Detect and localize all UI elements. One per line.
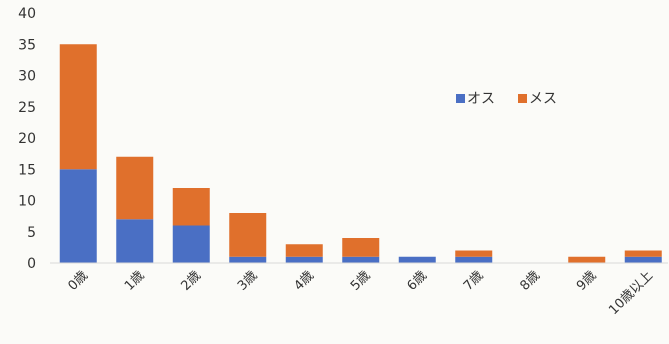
- bar-segment: [398, 256, 436, 263]
- bar-segment: [285, 244, 323, 257]
- x-tick-label: 4歳: [291, 268, 317, 294]
- bar-segment: [172, 225, 210, 263]
- x-tick-label: 5歳: [348, 268, 374, 294]
- bar-segment: [172, 188, 210, 226]
- x-tick-label: 6歳: [404, 268, 430, 294]
- x-tick-label: 9歳: [574, 268, 600, 294]
- x-tick-label: 3歳: [235, 268, 261, 294]
- bar-segment: [229, 213, 267, 257]
- y-tick-label: 15: [18, 162, 36, 178]
- y-axis-ticks: 0 5 10 15 20 25 30 35 40: [18, 6, 36, 272]
- bar-segment: [285, 256, 323, 263]
- x-tick-label: 1歳: [122, 268, 148, 294]
- legend-swatch: [456, 94, 465, 103]
- bar-segment: [116, 156, 154, 220]
- legend: オス メス: [456, 91, 557, 107]
- x-tick-label: 0歳: [65, 268, 91, 294]
- y-tick-label: 0: [27, 256, 36, 272]
- bar-segment: [59, 44, 97, 170]
- bar-segment: [455, 250, 493, 257]
- bar-segment: [568, 256, 606, 263]
- bar-segment: [455, 256, 493, 263]
- x-tick-label: 2歳: [178, 268, 204, 294]
- y-tick-label: 20: [18, 131, 36, 147]
- y-tick-label: 35: [18, 37, 36, 53]
- y-tick-label: 25: [18, 100, 36, 116]
- bars-group: [59, 44, 662, 263]
- x-tick-label: 8歳: [517, 268, 543, 294]
- x-tick-label: 10歳以上: [606, 268, 656, 318]
- y-tick-label: 5: [27, 225, 36, 241]
- bar-segment: [624, 256, 662, 263]
- bar-segment: [342, 256, 380, 263]
- y-tick-label: 30: [18, 69, 36, 85]
- bar-segment: [624, 250, 662, 257]
- bar-segment: [59, 169, 97, 263]
- bar-segment: [342, 238, 380, 257]
- bar-segment: [229, 256, 267, 263]
- legend-label: オス: [467, 91, 495, 107]
- bar-segment: [116, 219, 154, 263]
- y-tick-label: 10: [18, 194, 36, 210]
- legend-swatch: [518, 94, 527, 103]
- x-tick-label: 7歳: [461, 268, 487, 294]
- y-tick-label: 40: [18, 6, 36, 22]
- x-axis-labels: 0歳 1歳 2歳 3歳 4歳 5歳 6歳 7歳 8歳 9歳 10歳以上: [65, 268, 656, 318]
- legend-label: メス: [529, 91, 557, 107]
